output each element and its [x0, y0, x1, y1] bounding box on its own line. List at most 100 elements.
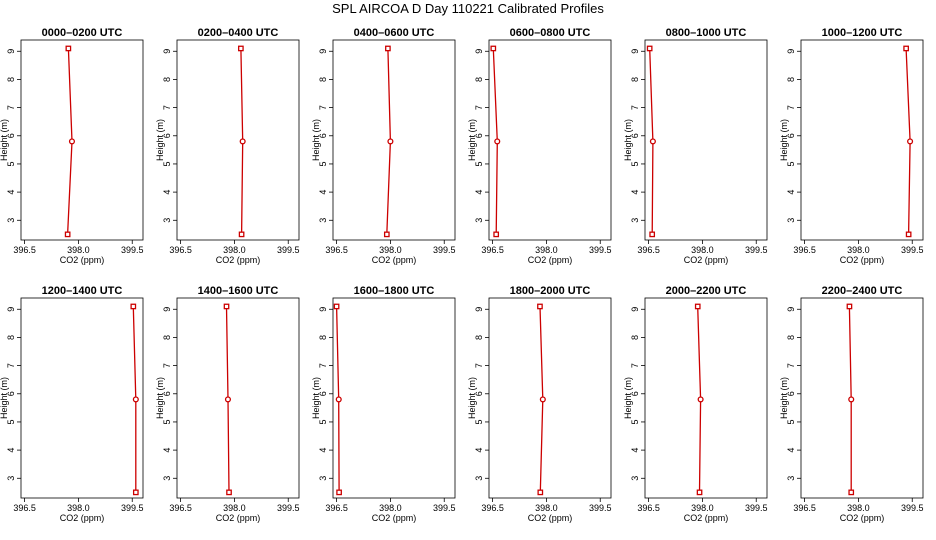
x-axis-label: CO2 (ppm): [840, 255, 885, 265]
y-tick-label: 6: [318, 391, 328, 396]
data-point-low: [383, 231, 390, 238]
y-tick-label: 5: [318, 161, 328, 166]
x-tick-label: 396.5: [793, 503, 816, 513]
data-point-high: [490, 45, 497, 52]
y-tick-label: 8: [6, 335, 16, 340]
y-tick-label: 6: [630, 133, 640, 138]
y-tick-label: 9: [162, 49, 172, 54]
y-tick-label: 6: [474, 133, 484, 138]
y-tick-label: 7: [6, 105, 16, 110]
data-point-mid: [239, 138, 246, 145]
x-axis-label: CO2 (ppm): [372, 513, 417, 523]
y-tick-label: 3: [6, 218, 16, 223]
data-point-high: [238, 45, 244, 52]
y-axis-label: Height (m): [779, 377, 789, 419]
plot-frame: [176, 39, 300, 241]
y-tick-label: 8: [786, 335, 796, 340]
data-point-mid: [387, 138, 394, 145]
data-point-mid: [132, 396, 139, 403]
y-tick-label: 7: [786, 363, 796, 368]
x-tick-label: 399.5: [121, 503, 144, 513]
profile-panel: 1000–1200 UTC 396.5 398.0 399.5 3 4 5 6 7 8 9 CO2 (…: [779, 27, 924, 265]
x-axis-label: CO2 (ppm): [60, 513, 105, 523]
data-point-low: [238, 231, 245, 238]
profile-panel: 1800–2000 UTC 396.5 398.0 399.5 3 4 5 6 7 8 9 CO2 (…: [467, 285, 612, 523]
y-tick-label: 8: [630, 77, 640, 82]
panel-title: 0000–0200 UTC: [42, 27, 123, 39]
plot-frame: [332, 297, 456, 499]
data-point-high: [694, 303, 701, 310]
y-tick-label: 5: [162, 419, 172, 424]
y-tick-label: 3: [786, 218, 796, 223]
panel-title: 1800–2000 UTC: [510, 285, 591, 297]
y-tick-label: 5: [6, 419, 16, 424]
panel-title: 1600–1800 UTC: [354, 285, 435, 297]
panel-title: 0600–0800 UTC: [510, 27, 591, 39]
y-tick-label: 4: [318, 190, 328, 195]
y-tick-label: 6: [630, 391, 640, 396]
profile-panel: 1600–1800 UTC 396.5 398.0 399.5 3 4 5 6 7 8 9 CO2 (…: [311, 285, 456, 523]
x-tick-label: 398.0: [691, 503, 714, 513]
plot-frame: [644, 39, 768, 241]
data-point-high: [385, 45, 391, 52]
y-tick-label: 8: [474, 335, 484, 340]
y-tick-label: 4: [318, 448, 328, 453]
y-axis-label: Height (m): [779, 119, 789, 161]
x-tick-label: 399.5: [433, 503, 456, 513]
x-tick-label: 399.5: [433, 245, 456, 255]
x-tick-label: 396.5: [637, 503, 660, 513]
plot-frame: [176, 297, 300, 499]
panel-title: 0200–0400 UTC: [198, 27, 279, 39]
y-tick-label: 4: [630, 190, 640, 195]
x-tick-label: 396.5: [481, 503, 504, 513]
x-tick-label: 396.5: [325, 245, 348, 255]
x-tick-label: 398.0: [691, 245, 714, 255]
data-point-low: [336, 489, 342, 496]
plot-frame: [332, 39, 456, 241]
x-axis-label: CO2 (ppm): [684, 255, 729, 265]
y-tick-label: 7: [162, 363, 172, 368]
plot-frame: [488, 297, 612, 499]
x-tick-label: 396.5: [169, 245, 192, 255]
data-point-low: [696, 489, 703, 496]
data-point-mid: [848, 396, 855, 403]
y-tick-label: 9: [630, 307, 640, 312]
x-tick-label: 398.0: [67, 245, 90, 255]
plot-frame: [800, 39, 924, 241]
x-tick-label: 399.5: [589, 245, 612, 255]
plot-frame: [20, 297, 144, 499]
y-tick-label: 5: [474, 419, 484, 424]
y-tick-label: 8: [318, 335, 328, 340]
panels-grid: 0000–0200 UTC 396.5 398.0 399.5 3 4 5 6 7 8 9 CO2 (…: [0, 27, 924, 523]
y-tick-label: 5: [630, 419, 640, 424]
y-tick-label: 8: [162, 335, 172, 340]
y-axis-label: Height (m): [623, 119, 633, 161]
x-tick-label: 396.5: [793, 245, 816, 255]
data-point-high: [333, 303, 340, 310]
x-axis-label: CO2 (ppm): [216, 255, 261, 265]
x-axis-label: CO2 (ppm): [216, 513, 261, 523]
y-tick-label: 6: [786, 133, 796, 138]
profile-panel: 0400–0600 UTC 396.5 398.0 399.5 3 4 5 6 7 8 9 CO2 (…: [311, 27, 456, 265]
y-tick-label: 6: [162, 133, 172, 138]
y-tick-label: 3: [162, 218, 172, 223]
x-tick-label: 398.0: [223, 245, 246, 255]
x-tick-label: 399.5: [745, 245, 768, 255]
data-point-high: [646, 45, 653, 52]
y-tick-label: 3: [318, 476, 328, 481]
y-tick-label: 8: [474, 77, 484, 82]
data-point-mid: [335, 396, 342, 403]
panel-title: 1000–1200 UTC: [822, 27, 903, 39]
profile-panel: 2200–2400 UTC 396.5 398.0 399.5 3 4 5 6 7 8 9 CO2 (…: [779, 285, 924, 523]
y-tick-label: 4: [786, 190, 796, 195]
data-point-low: [493, 231, 500, 238]
panel-title: 0400–0600 UTC: [354, 27, 435, 39]
y-tick-label: 4: [6, 190, 16, 195]
data-point-mid: [697, 396, 704, 403]
x-axis-label: CO2 (ppm): [840, 513, 885, 523]
plot-frame: [644, 297, 768, 499]
y-tick-label: 8: [786, 77, 796, 82]
y-tick-label: 9: [630, 49, 640, 54]
y-tick-label: 7: [318, 363, 328, 368]
x-tick-label: 398.0: [223, 503, 246, 513]
